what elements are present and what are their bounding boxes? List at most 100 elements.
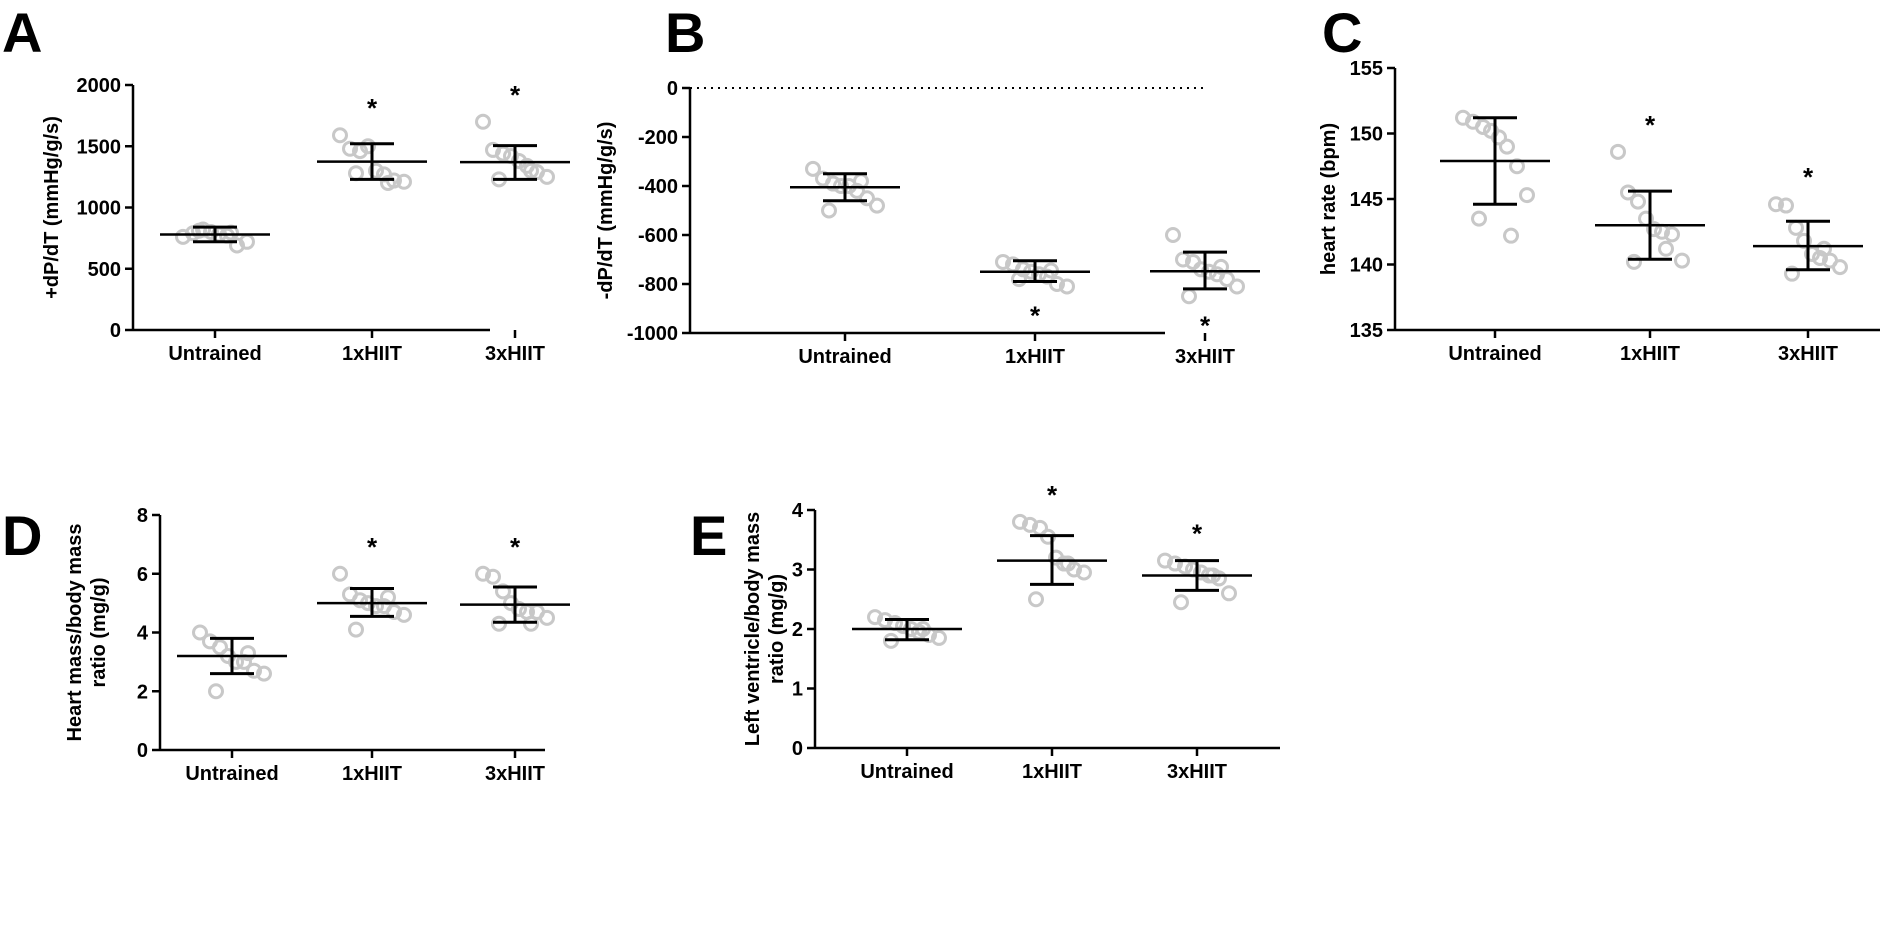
data-point — [1610, 143, 1626, 160]
data-point — [1076, 564, 1092, 581]
data-point — [475, 113, 491, 130]
group-untrained — [177, 624, 287, 700]
data-point — [1812, 249, 1828, 266]
y-tick-label: 500 — [88, 259, 121, 281]
data-point — [212, 639, 228, 656]
significance-star: * — [1192, 519, 1203, 549]
data-point — [246, 662, 262, 679]
group-untrained — [790, 160, 900, 219]
data-point — [1167, 555, 1183, 572]
y-tick-label: 140 — [1350, 255, 1383, 277]
y-tick-label: 6 — [137, 564, 148, 586]
y-tick-label: -200 — [638, 127, 678, 149]
data-point — [1664, 226, 1680, 243]
x-tick-label: 3xHIIT — [485, 343, 545, 365]
data-point — [859, 190, 875, 207]
data-point — [1022, 516, 1038, 533]
significance-star: * — [1200, 310, 1211, 340]
x-tick-label: Untrained — [185, 763, 278, 785]
group-3xhiit: * — [460, 532, 570, 632]
data-point — [1796, 232, 1812, 249]
significance-star: * — [1803, 162, 1814, 192]
significance-star: * — [367, 532, 378, 562]
data-point — [821, 202, 837, 219]
chart-b: 0 -200 -400 -600 -800 -1000 Untrained 1xHIIT 3xH… — [595, 78, 1260, 368]
data-point — [539, 609, 555, 626]
y-tick-label: 2 — [137, 681, 148, 703]
data-point — [368, 598, 384, 615]
data-point — [1499, 138, 1515, 155]
data-point — [380, 175, 396, 191]
y-tick-label: -800 — [638, 274, 678, 296]
data-point — [386, 603, 402, 620]
data-point — [360, 138, 376, 155]
data-point — [869, 197, 885, 214]
data-point — [1646, 221, 1662, 238]
y-tick-label: 8 — [137, 505, 148, 527]
data-point — [1049, 276, 1065, 292]
data-point — [348, 621, 364, 638]
group-1xhiit: * — [1595, 110, 1705, 270]
data-point — [867, 609, 883, 626]
chart-d: 0 2 4 6 8 Untrained 1xHIIT 3xHIIT Heart mass/bod… — [64, 505, 570, 785]
data-point — [1509, 158, 1525, 175]
group-1xhiit: * — [317, 93, 427, 191]
x-tick-label: 1xHIIT — [1022, 761, 1082, 783]
panel-letter-e: E — [690, 504, 727, 567]
chart-e: 0 1 2 3 4 Untrained 1xHIIT 3xHIIT Left ventricle… — [742, 480, 1280, 783]
group-1xhiit: * — [317, 532, 427, 638]
y-axis-label: -dP/dT (mmHg/g/s) — [595, 122, 617, 300]
data-point — [1219, 271, 1235, 288]
panel-letter-d: D — [2, 504, 42, 567]
group-untrained — [160, 221, 270, 254]
data-point — [1503, 227, 1519, 244]
data-point — [1475, 118, 1491, 135]
data-point — [332, 127, 348, 144]
x-tick-label: 1xHIIT — [342, 763, 402, 785]
data-point — [1519, 187, 1535, 204]
data-point — [523, 162, 539, 179]
y-axis-label: Left ventricle/body mass ratio (mg/g) — [742, 512, 788, 747]
y-axis-label: heart rate (bpm) — [1318, 123, 1340, 275]
y-tick-label: -600 — [638, 225, 678, 247]
y-tick-label: 2 — [792, 619, 803, 641]
data-point — [191, 222, 207, 239]
data-point — [1173, 594, 1189, 611]
data-point — [1768, 196, 1784, 213]
x-tick-label: Untrained — [168, 343, 261, 365]
data-point — [1816, 240, 1832, 257]
data-point — [1229, 278, 1245, 295]
y-tick-label: 1500 — [77, 136, 122, 158]
data-point — [825, 175, 841, 192]
data-point — [1213, 258, 1229, 275]
y-tick-label: 0 — [137, 740, 148, 762]
y-tick-label: 0 — [667, 78, 678, 100]
significance-star: * — [1030, 300, 1041, 330]
data-point — [1221, 585, 1237, 602]
data-point — [1788, 219, 1804, 236]
x-tick-label: 3xHIIT — [1175, 346, 1235, 368]
data-point — [805, 160, 821, 177]
data-point — [1059, 278, 1075, 295]
data-point — [1181, 288, 1197, 305]
group-3xhiit: * — [460, 80, 570, 188]
y-tick-label: 0 — [110, 320, 121, 342]
data-point — [931, 629, 947, 646]
y-axis-label: Heart mass/body mass ratio (mg/g) — [64, 524, 110, 742]
significance-star: * — [510, 80, 521, 110]
y-tick-label: 150 — [1350, 124, 1383, 146]
x-tick-label: 1xHIIT — [342, 343, 402, 365]
data-point — [1784, 265, 1800, 282]
data-point — [1028, 591, 1044, 608]
panel-letter-c: C — [1322, 1, 1362, 64]
x-tick-label: 3xHIIT — [1778, 343, 1838, 365]
y-tick-label: 2000 — [77, 75, 122, 97]
x-tick-label: 1xHIIT — [1005, 346, 1065, 368]
data-point — [240, 645, 256, 662]
data-point — [995, 253, 1011, 270]
significance-star: * — [1645, 110, 1656, 140]
data-point — [1626, 253, 1642, 270]
data-point — [1157, 552, 1173, 569]
y-tick-label: 135 — [1350, 320, 1383, 342]
chart-a: 0 500 1000 1500 2000 Untrained 1xHIIT 3xHIIT +dP… — [41, 75, 570, 365]
